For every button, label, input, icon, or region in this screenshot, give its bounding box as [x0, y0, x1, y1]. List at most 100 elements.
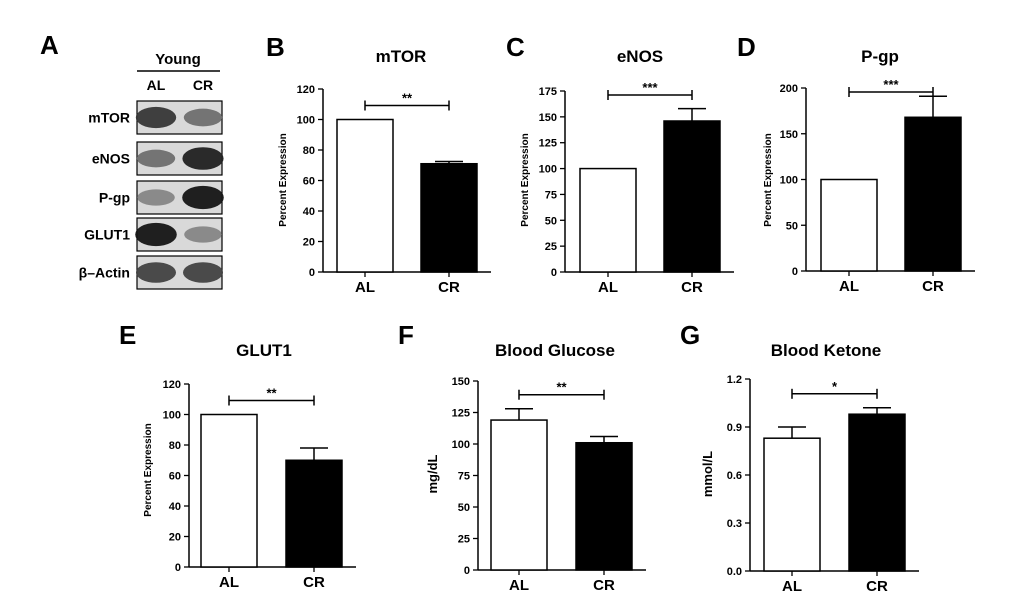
- y-tick-label: 175: [539, 86, 557, 98]
- blot-band: [182, 185, 224, 210]
- x-tick-label: AL: [598, 279, 618, 296]
- y-tick-label: 0: [309, 267, 315, 279]
- panel-letter: C: [506, 32, 525, 62]
- chart-g: G Blood Ketone mmol/L 0.0 0.3 0.6 0.9 1.2 AL CR *: [680, 320, 919, 595]
- blot-lane-label: CR: [193, 77, 213, 93]
- y-tick-label: 100: [297, 115, 315, 127]
- blot-row-label: P-gp: [99, 190, 130, 206]
- panel-letter: F: [398, 320, 414, 350]
- x-tick-label: CR: [593, 577, 615, 594]
- blot-band: [136, 149, 176, 168]
- y-tick-label: 60: [303, 176, 315, 188]
- blot-band: [184, 226, 222, 243]
- panel-letter: G: [680, 320, 700, 350]
- chart-title: GLUT1: [236, 341, 292, 360]
- y-tick-label: 20: [303, 237, 315, 249]
- y-axis-label: Percent Expression: [763, 133, 774, 226]
- y-tick-label: 25: [545, 241, 557, 253]
- panel-letter: D: [737, 32, 756, 62]
- bar-al: [200, 413, 258, 568]
- blot-band: [136, 262, 176, 283]
- chart-e: E GLUT1 Percent Expression 0 20 40 60 80 100 120 A…: [119, 320, 356, 591]
- y-tick-label: 0.0: [727, 566, 742, 578]
- y-tick-label: 0: [175, 562, 181, 574]
- y-tick-label: 80: [303, 145, 315, 157]
- y-tick-label: 0.3: [727, 518, 742, 530]
- blot-band: [183, 262, 223, 283]
- blot-group-label: Young: [155, 51, 201, 68]
- significance-label: **: [266, 386, 277, 401]
- y-tick-label: 50: [786, 220, 798, 232]
- x-tick-label: CR: [681, 279, 703, 296]
- blot-band: [135, 106, 177, 129]
- y-tick-label: 40: [169, 501, 181, 513]
- x-tick-label: AL: [509, 577, 529, 594]
- bar-cr: [575, 441, 633, 571]
- y-tick-label: 0: [792, 266, 798, 278]
- y-tick-label: 50: [545, 215, 557, 227]
- y-tick-label: 120: [163, 379, 181, 391]
- y-tick-label: 0: [551, 267, 557, 279]
- y-tick-label: 150: [780, 129, 798, 141]
- x-tick-label: AL: [839, 278, 859, 295]
- blot-lane-label: AL: [147, 77, 166, 93]
- y-tick-label: 125: [539, 138, 557, 150]
- y-tick-label: 150: [539, 112, 557, 124]
- bar-cr: [904, 116, 962, 272]
- y-tick-label: 0: [464, 565, 470, 577]
- x-tick-label: AL: [355, 279, 375, 296]
- bar-cr: [420, 162, 478, 273]
- y-tick-label: 40: [303, 206, 315, 218]
- bar-al: [490, 419, 548, 571]
- bar-al: [763, 437, 821, 572]
- y-tick-label: 20: [169, 532, 181, 544]
- y-tick-label: 100: [163, 410, 181, 422]
- y-tick-label: 25: [458, 534, 470, 546]
- y-tick-label: 0.9: [727, 422, 742, 434]
- x-tick-label: CR: [438, 279, 460, 296]
- y-tick-label: 100: [452, 439, 470, 451]
- y-tick-label: 120: [297, 84, 315, 96]
- y-tick-label: 150: [452, 376, 470, 388]
- blot-band: [182, 147, 224, 170]
- bar-cr: [663, 120, 721, 273]
- x-tick-label: AL: [782, 578, 802, 595]
- y-tick-label: 125: [452, 408, 470, 420]
- western-blot-panel: A Young AL CR mTOR eNOS P-gp GLUT1 β–Actin: [40, 30, 224, 290]
- bar-cr: [285, 459, 343, 568]
- y-axis-label: Percent Expression: [143, 423, 154, 516]
- chart-d: D P-gp Percent Expression 0 50 100 150 200 AL CR *…: [737, 32, 975, 295]
- y-tick-label: 75: [545, 189, 557, 201]
- blot-row-label: β–Actin: [79, 265, 130, 281]
- chart-title: Blood Ketone: [771, 341, 882, 360]
- y-tick-label: 60: [169, 471, 181, 483]
- significance-label: ***: [642, 80, 658, 95]
- y-axis-label: Percent Expression: [520, 133, 531, 226]
- y-tick-label: 75: [458, 471, 470, 483]
- bar-al: [820, 178, 878, 272]
- y-axis-label: mg/dL: [425, 454, 440, 493]
- y-axis-label: mmol/L: [700, 451, 715, 497]
- bar-cr: [848, 413, 906, 572]
- blot-band: [137, 189, 175, 206]
- y-tick-label: 80: [169, 440, 181, 452]
- significance-label: ***: [883, 77, 899, 92]
- panel-letter: B: [266, 32, 285, 62]
- x-tick-label: CR: [303, 574, 325, 591]
- significance-label: *: [832, 379, 838, 394]
- chart-title: Blood Glucose: [495, 341, 615, 360]
- y-tick-label: 100: [780, 175, 798, 187]
- chart-title: mTOR: [376, 47, 427, 66]
- bar-al: [336, 118, 394, 273]
- blot-row-label: eNOS: [92, 151, 130, 167]
- chart-title: eNOS: [617, 47, 663, 66]
- y-tick-label: 100: [539, 164, 557, 176]
- blot-row-label: mTOR: [88, 110, 130, 126]
- significance-label: **: [402, 91, 413, 106]
- blot-band: [135, 222, 177, 247]
- chart-f: F Blood Glucose mg/dL 0 25 50 75 100 125 150 AL CR *…: [398, 320, 646, 594]
- y-axis-label: Percent Expression: [278, 133, 289, 226]
- y-tick-label: 50: [458, 502, 470, 514]
